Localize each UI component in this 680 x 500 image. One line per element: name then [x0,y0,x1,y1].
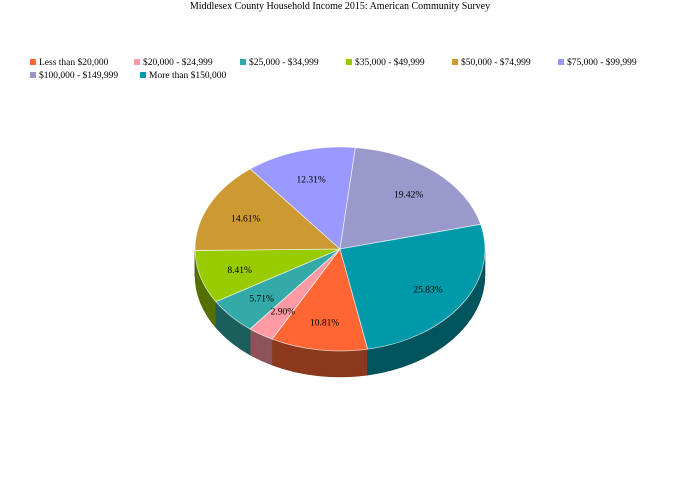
legend-label: $100,000 - $149,999 [39,71,119,81]
chart-legend: Less than $20,000 $20,000 - $24,999 $25,… [30,57,670,83]
legend-swatch [240,59,246,65]
legend-item: $25,000 - $34,999 [240,57,319,69]
legend-item: $100,000 - $149,999 [30,70,118,82]
legend-row-2: $100,000 - $149,999 More than $150,000 [30,70,670,83]
pie-data-label: 12.31% [296,175,325,185]
legend-swatch [452,59,458,65]
legend-row-1: Less than $20,000 $20,000 - $24,999 $25,… [30,57,670,70]
pie-slice [339,223,486,350]
legend-item: $50,000 - $74,999 [452,57,531,69]
legend-swatch [346,59,352,65]
legend-label: $20,000 - $24,999 [143,58,213,68]
chart-title: Middlesex County Household Income 2015: … [189,1,491,12]
legend-item: $20,000 - $24,999 [134,57,213,69]
legend-swatch [134,59,140,65]
pie-data-label: 19.42% [394,191,423,201]
legend-item: Less than $20,000 [30,57,108,69]
pie-data-label: 25.83% [413,286,442,296]
legend-item: $75,000 - $99,999 [558,57,637,69]
legend-swatch [30,59,36,65]
legend-swatch [30,72,36,78]
legend-label: $25,000 - $34,999 [249,58,319,68]
pie-data-label: 10.81% [310,319,339,329]
pie-data-label: 5.71% [249,295,274,305]
legend-item: More than $150,000 [140,70,226,82]
pie-labels: 10.81% 2.90% 5.71% 8.41% 14.61% 12.31% 19.42% 2… [227,175,442,328]
legend-label: $35,000 - $49,999 [355,58,425,68]
pie-data-label: 2.90% [271,308,296,318]
pie-slice [339,147,482,250]
pie-slice [271,248,369,352]
legend-item: $35,000 - $49,999 [346,57,425,69]
pie-top [194,146,486,352]
pie-slice [194,168,342,251]
legend-swatch [558,59,564,65]
legend-label: $50,000 - $74,999 [461,58,531,68]
legend-label: More than $150,000 [149,71,227,81]
pie-slice [249,146,356,250]
legend-label: $75,000 - $99,999 [567,58,637,68]
pie-data-label: 14.61% [231,214,260,224]
pie-data-label: 8.41% [227,266,252,276]
legend-label: Less than $20,000 [39,58,109,68]
legend-swatch [140,72,146,78]
